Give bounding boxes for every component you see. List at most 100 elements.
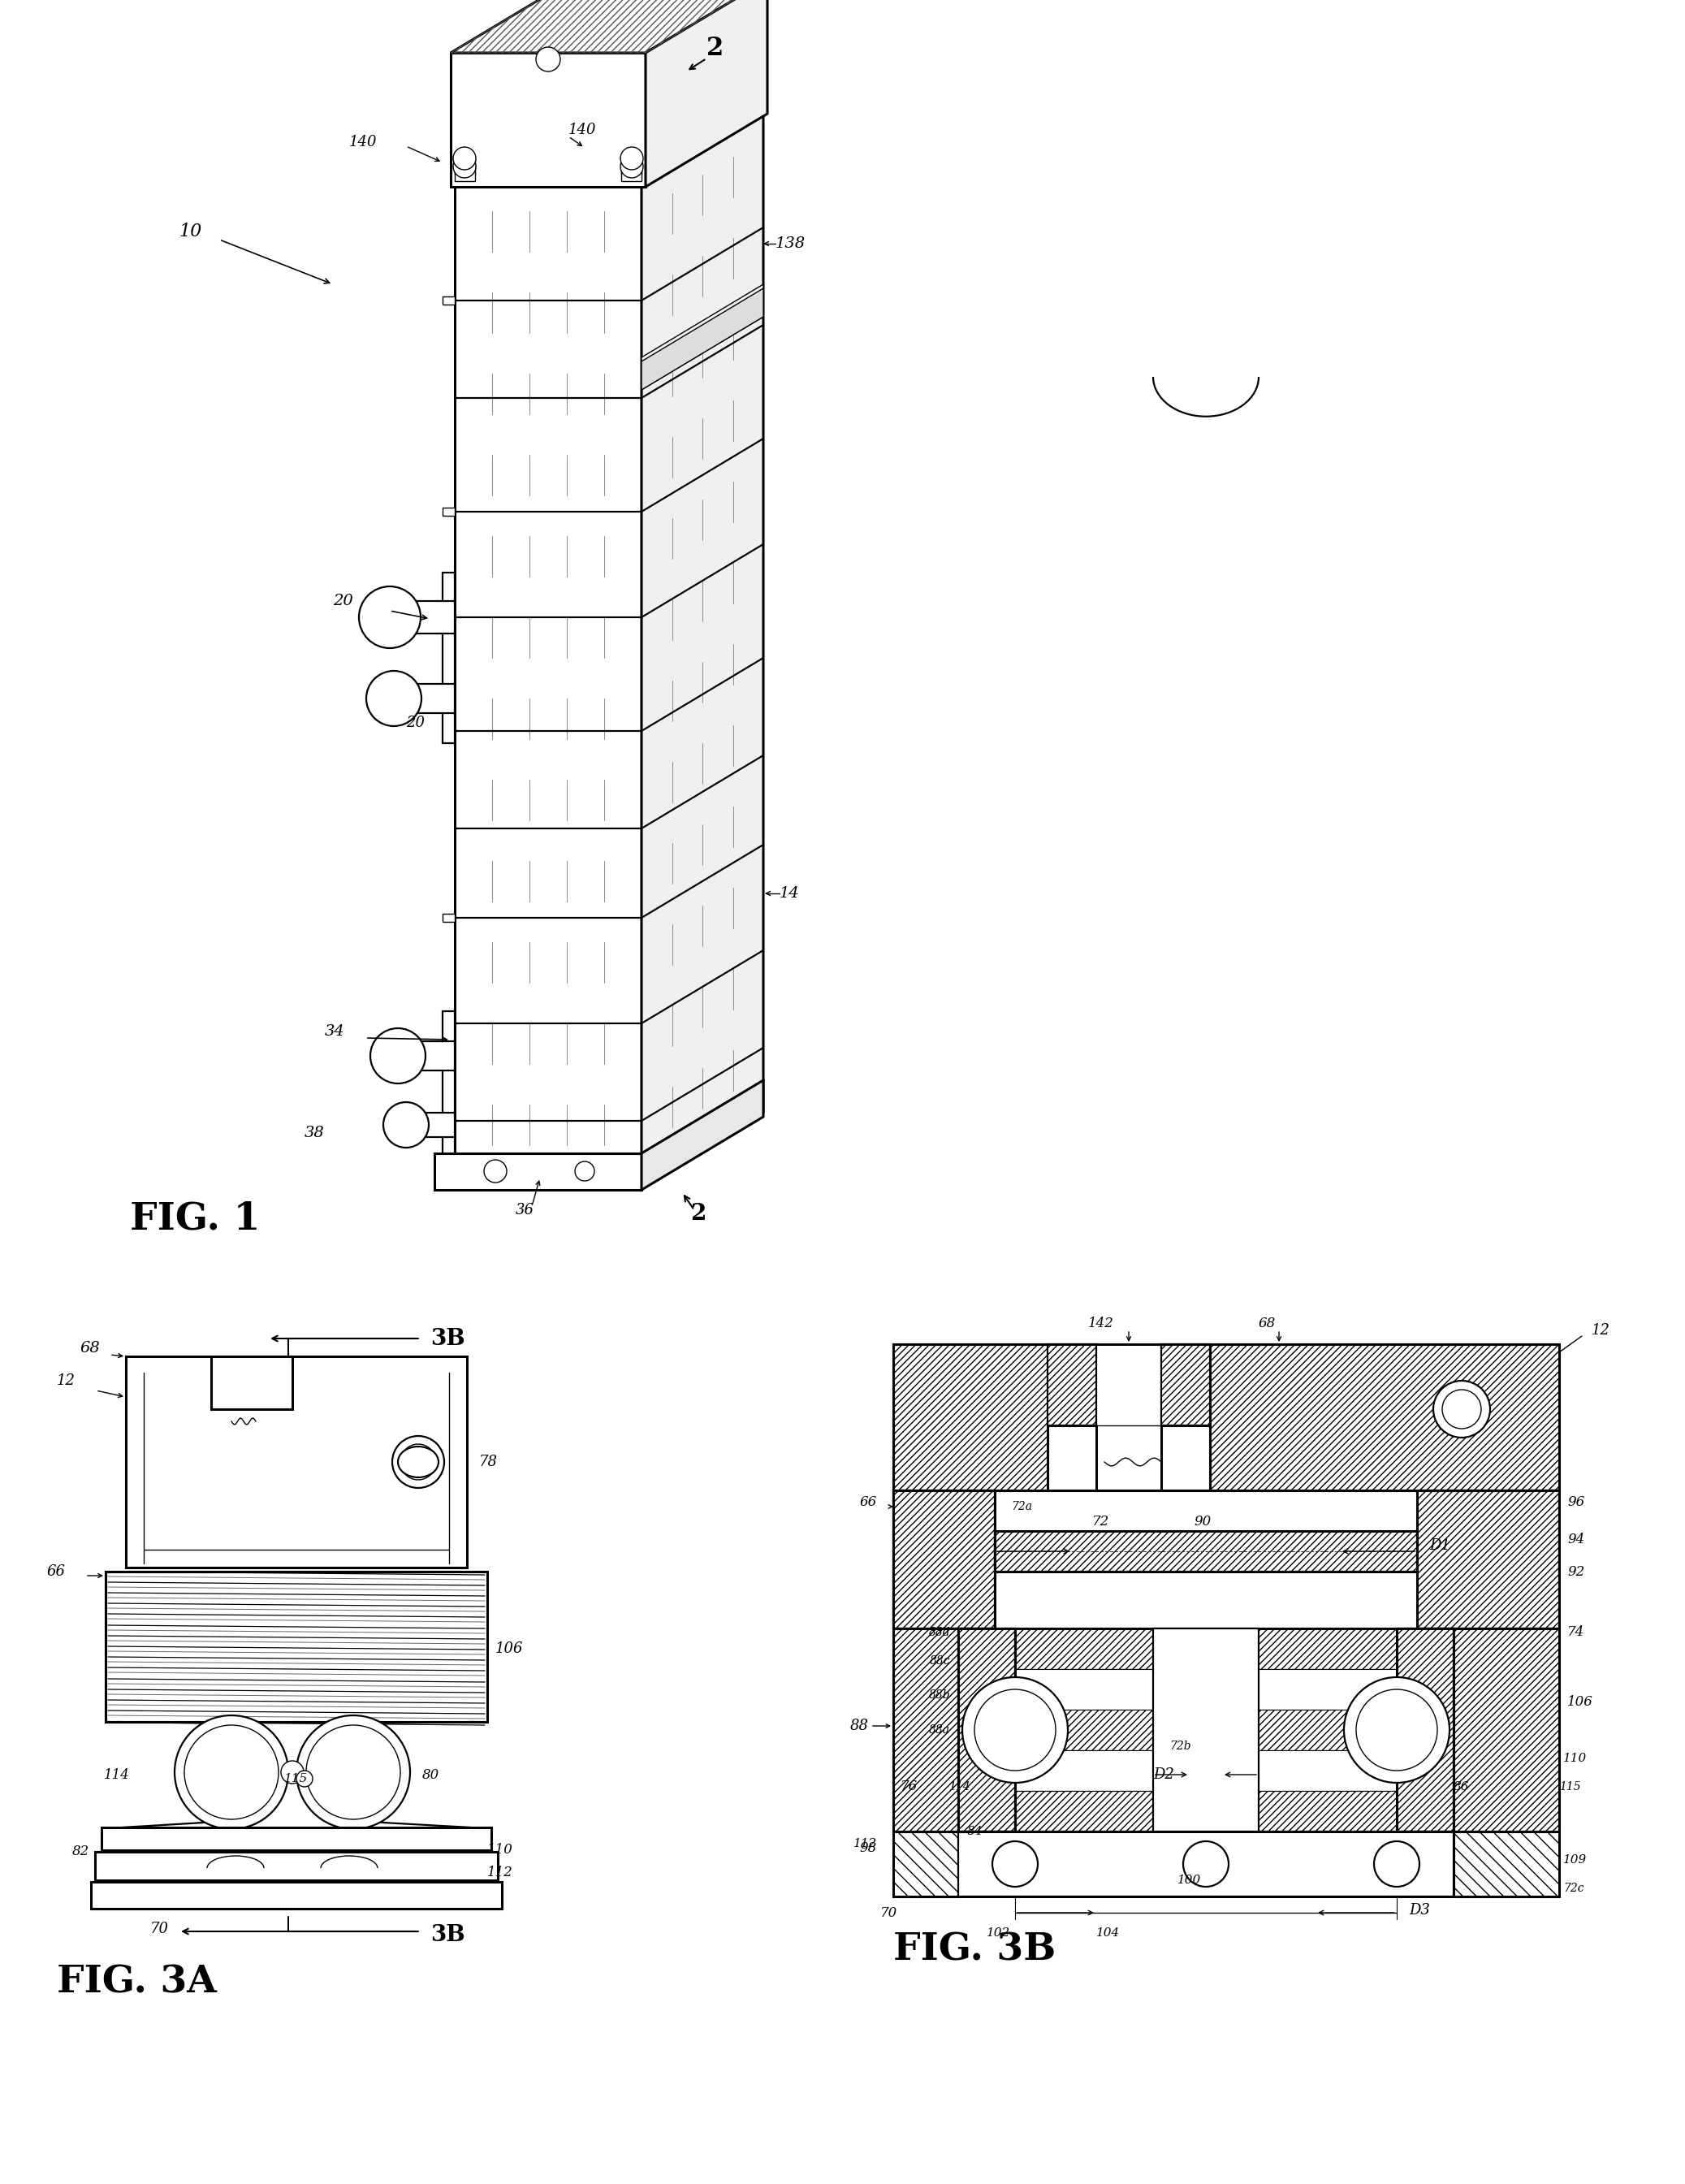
Polygon shape [1454, 1832, 1559, 1896]
Text: 94: 94 [1567, 1533, 1584, 1546]
Text: 106: 106 [495, 1642, 524, 1655]
Text: 34: 34 [325, 1024, 345, 1040]
Text: 100: 100 [1178, 1874, 1201, 1887]
Circle shape [1356, 1690, 1437, 1771]
Polygon shape [893, 1832, 959, 1896]
Text: D1: D1 [1429, 1538, 1451, 1553]
Polygon shape [994, 1489, 1417, 1531]
Polygon shape [1014, 1669, 1397, 1710]
Circle shape [366, 670, 421, 725]
Text: FIG. 1: FIG. 1 [130, 1199, 259, 1236]
Polygon shape [443, 727, 455, 736]
Text: 76: 76 [900, 1780, 918, 1793]
Polygon shape [435, 1153, 642, 1190]
Polygon shape [1210, 1343, 1559, 1489]
Circle shape [175, 1714, 288, 1828]
Circle shape [382, 1103, 428, 1147]
Circle shape [974, 1690, 1056, 1771]
Circle shape [1373, 1841, 1419, 1887]
Text: 12: 12 [57, 1374, 76, 1389]
Text: 12: 12 [1592, 1324, 1611, 1337]
Polygon shape [893, 1489, 994, 1629]
Text: 96: 96 [1567, 1496, 1584, 1509]
Polygon shape [893, 1629, 959, 1832]
Circle shape [1183, 1841, 1228, 1887]
Circle shape [484, 1160, 507, 1182]
Text: 88d: 88d [928, 1627, 950, 1638]
Text: 72: 72 [1092, 1514, 1109, 1529]
Text: 20: 20 [334, 594, 354, 609]
Text: 70: 70 [150, 1922, 168, 1937]
Text: 102: 102 [987, 1926, 1011, 1939]
Circle shape [453, 146, 475, 170]
Text: 90: 90 [1193, 1514, 1212, 1529]
Circle shape [1345, 1677, 1449, 1782]
Polygon shape [106, 1572, 487, 1721]
Circle shape [307, 1725, 401, 1819]
Text: 36: 36 [516, 1203, 534, 1216]
Text: 68: 68 [1259, 1317, 1276, 1330]
Circle shape [393, 1435, 445, 1487]
Polygon shape [94, 1852, 497, 1880]
Text: 112: 112 [853, 1839, 876, 1850]
Circle shape [359, 587, 421, 649]
Polygon shape [406, 1112, 455, 1138]
Text: D2: D2 [1153, 1767, 1174, 1782]
Text: 88b: 88b [928, 1690, 950, 1701]
Polygon shape [101, 1828, 492, 1850]
Polygon shape [211, 1356, 292, 1409]
Polygon shape [645, 0, 767, 188]
Polygon shape [642, 114, 763, 1186]
Circle shape [453, 155, 475, 177]
Circle shape [1442, 1389, 1481, 1428]
Polygon shape [443, 297, 455, 304]
Text: 88a: 88a [928, 1725, 950, 1736]
Circle shape [401, 1444, 436, 1481]
Text: 66: 66 [45, 1564, 66, 1579]
Polygon shape [443, 1011, 455, 1166]
Polygon shape [455, 188, 642, 1186]
Circle shape [297, 1714, 409, 1828]
Text: 72b: 72b [1169, 1741, 1191, 1752]
Polygon shape [642, 284, 763, 391]
Text: 10: 10 [179, 223, 202, 240]
Polygon shape [1097, 1426, 1161, 1489]
Text: 74: 74 [1567, 1625, 1584, 1640]
Text: D3: D3 [1409, 1902, 1431, 1918]
Circle shape [1434, 1380, 1490, 1437]
Polygon shape [126, 1356, 467, 1568]
Polygon shape [1454, 1629, 1559, 1832]
Text: 80: 80 [423, 1767, 440, 1782]
Polygon shape [443, 572, 455, 743]
Circle shape [297, 1771, 313, 1787]
Circle shape [371, 1029, 426, 1083]
Polygon shape [389, 601, 455, 633]
Polygon shape [1014, 1791, 1397, 1832]
Text: 110: 110 [487, 1843, 514, 1856]
Polygon shape [622, 164, 642, 181]
Text: 88c: 88c [930, 1655, 950, 1666]
Text: 106: 106 [1567, 1695, 1592, 1708]
Polygon shape [642, 1081, 763, 1190]
Text: 114: 114 [949, 1782, 971, 1793]
Text: 3B: 3B [430, 1924, 465, 1946]
Text: 20: 20 [406, 716, 425, 729]
Polygon shape [455, 164, 475, 181]
Text: 115: 115 [1559, 1782, 1581, 1793]
Circle shape [184, 1725, 278, 1819]
Text: 138: 138 [775, 236, 805, 251]
Text: 92: 92 [1567, 1564, 1584, 1579]
Polygon shape [1397, 1629, 1454, 1832]
Polygon shape [1014, 1749, 1397, 1791]
Text: 140: 140 [568, 122, 596, 138]
Text: 86: 86 [1454, 1782, 1469, 1793]
Text: 14: 14 [780, 887, 800, 900]
Polygon shape [994, 1531, 1417, 1572]
Text: 38: 38 [305, 1125, 325, 1140]
Polygon shape [443, 913, 455, 922]
Polygon shape [1153, 1629, 1259, 1832]
Text: FIG. 3B: FIG. 3B [893, 1931, 1056, 1968]
Ellipse shape [398, 1446, 438, 1476]
Polygon shape [443, 507, 455, 515]
Text: 104: 104 [1097, 1926, 1121, 1939]
